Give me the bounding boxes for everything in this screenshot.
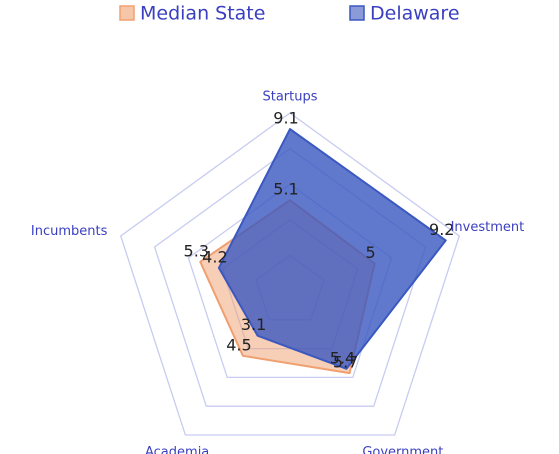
- category-label: Academia: [145, 445, 209, 454]
- data-label: 4.2: [202, 247, 227, 266]
- data-label: 5.1: [273, 180, 298, 199]
- data-label: 5: [366, 243, 376, 262]
- data-label: 4.5: [226, 335, 251, 354]
- data-label: 5.7: [333, 353, 358, 372]
- legend-label: Delaware: [370, 3, 460, 25]
- legend-label: Median State: [140, 3, 265, 25]
- radar-area: [217, 128, 447, 370]
- legend-swatch: [349, 5, 365, 21]
- category-label: Startups: [262, 90, 317, 105]
- data-label: 9.1: [273, 109, 298, 128]
- data-label: 5.3: [184, 241, 209, 260]
- data-label: 3.1: [241, 315, 266, 334]
- data-label: 5.4: [330, 348, 355, 367]
- category-label: Investment: [451, 220, 525, 235]
- category-label: Government: [362, 445, 443, 454]
- data-label: 9.2: [429, 220, 454, 239]
- legend-swatch: [119, 5, 135, 21]
- grid-ring: [119, 112, 461, 436]
- category-label: Incumbents: [31, 224, 108, 239]
